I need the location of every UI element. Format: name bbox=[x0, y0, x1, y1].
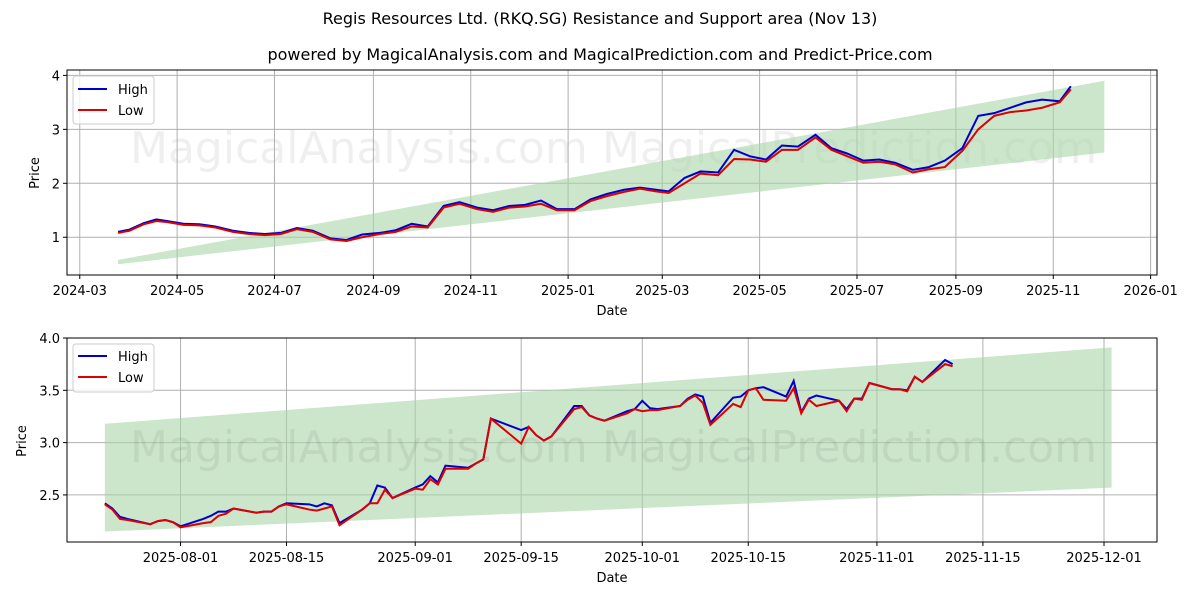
y-tick-label: 4.0 bbox=[39, 332, 60, 347]
full-history-plot: MagicalAnalysis.com MagicalPrediction.co… bbox=[28, 69, 1178, 319]
axes-frame bbox=[66, 69, 1158, 276]
high-series-line bbox=[117, 85, 1072, 241]
x-tick-label: 2025-08-15 bbox=[249, 551, 325, 566]
x-tick-label: 2024-11 bbox=[444, 284, 498, 299]
x-axis-ticks: 2025-08-01 2025-08-15 2025-09-01 2025-09-15… bbox=[143, 542, 1142, 566]
x-tick-label: 2025-11 bbox=[1026, 284, 1080, 299]
recent-zoom-plot: MagicalAnalysis.com MagicalPrediction.co… bbox=[15, 332, 1158, 586]
x-tick-label: 2024-09 bbox=[346, 284, 400, 299]
y-axis-ticks: 1 2 3 4 bbox=[52, 69, 67, 246]
watermark-analysis-top: MagicalAnalysis.com bbox=[130, 123, 588, 174]
x-tick-label: 2025-05 bbox=[732, 284, 786, 299]
x-tick-label: 2025-10-01 bbox=[604, 551, 680, 566]
x-tick-label: 2025-03 bbox=[635, 284, 689, 299]
y-tick-label: 2 bbox=[52, 177, 60, 192]
legend-high-label: High bbox=[118, 350, 148, 365]
x-tick-label: 2024-05 bbox=[150, 284, 204, 299]
y-tick-label: 4 bbox=[52, 69, 60, 84]
legend: High Low bbox=[72, 343, 155, 393]
x-tick-label: 2025-07 bbox=[830, 284, 884, 299]
y-tick-label: 1 bbox=[52, 231, 60, 246]
x-tick-label: 2024-03 bbox=[53, 284, 107, 299]
low-series-line bbox=[104, 363, 953, 529]
y-tick-label: 3 bbox=[52, 123, 60, 138]
x-axis-label: Date bbox=[596, 571, 627, 586]
watermark-prediction-bottom: MagicalPrediction.com bbox=[602, 422, 1097, 473]
y-tick-label: 2.5 bbox=[39, 489, 60, 504]
x-tick-label: 2025-09 bbox=[929, 284, 983, 299]
legend: High Low bbox=[72, 75, 155, 125]
legend-low-label: Low bbox=[118, 371, 144, 386]
y-tick-label: 3.0 bbox=[39, 437, 60, 452]
y-tick-label: 3.5 bbox=[39, 384, 60, 399]
x-tick-label: 2025-12-01 bbox=[1066, 551, 1142, 566]
y-axis-label: Price bbox=[15, 425, 30, 457]
x-axis-label: Date bbox=[596, 304, 627, 319]
x-tick-label: 2025-11-01 bbox=[839, 551, 915, 566]
x-axis-ticks: 2024-03 2024-05 2024-07 2024-09 2024-11 2025-… bbox=[53, 275, 1178, 299]
x-tick-label: 2025-09-01 bbox=[377, 551, 453, 566]
y-axis-label: Price bbox=[28, 157, 43, 189]
x-tick-label: 2024-07 bbox=[247, 284, 301, 299]
grid-lines bbox=[67, 70, 1157, 275]
x-tick-label: 2026-01 bbox=[1123, 284, 1177, 299]
x-tick-label: 2025-08-01 bbox=[143, 551, 219, 566]
x-tick-label: 2025-11-15 bbox=[945, 551, 1021, 566]
y-axis-ticks: 2.5 3.0 3.5 4.0 bbox=[39, 332, 67, 504]
legend-high-label: High bbox=[118, 83, 148, 98]
support-resistance-band bbox=[104, 347, 1112, 532]
legend-low-label: Low bbox=[118, 104, 144, 119]
axes-frame bbox=[66, 337, 1158, 543]
x-tick-label: 2025-10-15 bbox=[710, 551, 786, 566]
x-tick-label: 2025-09-15 bbox=[483, 551, 559, 566]
chart-subtitle: powered by MagicalAnalysis.com and Magic… bbox=[267, 45, 933, 64]
support-resistance-band bbox=[118, 80, 1105, 265]
x-tick-label: 2025-01 bbox=[541, 284, 595, 299]
chart-title: Regis Resources Ltd. (RKQ.SG) Resistance… bbox=[322, 9, 878, 28]
low-series-line bbox=[117, 88, 1072, 243]
watermark-analysis-bottom: MagicalAnalysis.com bbox=[130, 422, 588, 473]
